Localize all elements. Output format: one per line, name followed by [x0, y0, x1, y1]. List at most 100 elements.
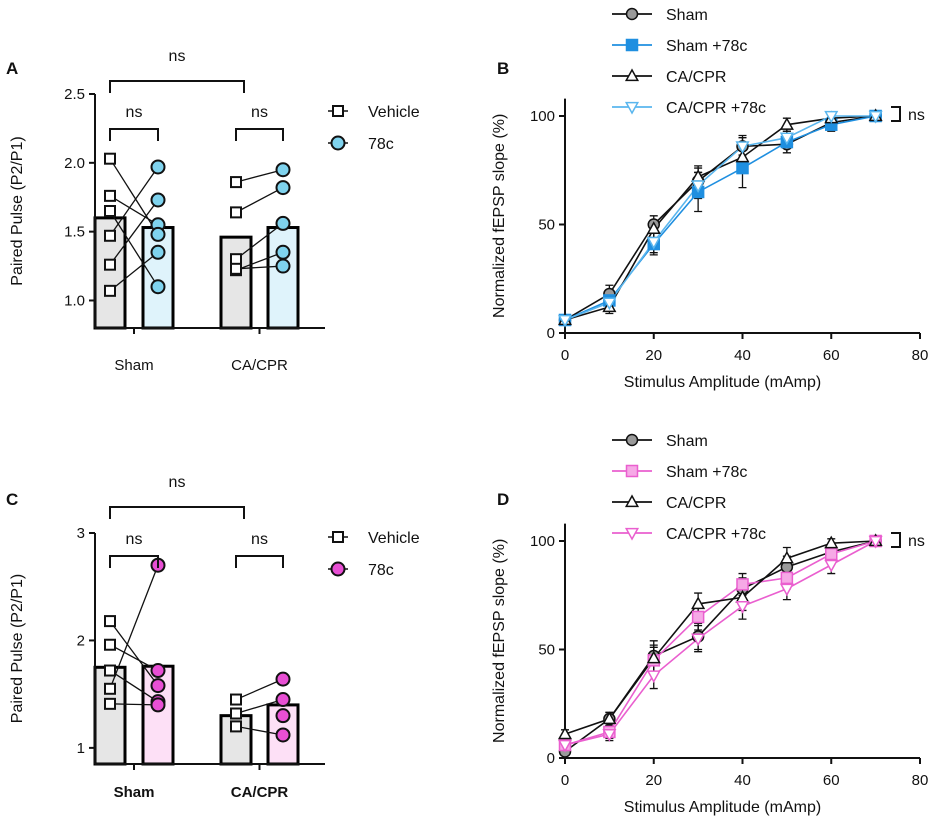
x-tick-label: 60 — [823, 772, 840, 789]
data-point — [602, 297, 617, 311]
pair-line — [109, 166, 159, 237]
panel-letter: B — [497, 59, 509, 78]
panel-b: B 0 20 40 60 80 0 50 100 Stimulus Amplitude (mAmp… — [491, 7, 928, 391]
legend-marker — [624, 101, 640, 115]
data-point — [275, 162, 291, 178]
data-point — [275, 727, 291, 743]
significance-label: ns — [251, 104, 268, 121]
legend-label: CA/CPR — [666, 69, 726, 86]
data-point — [779, 583, 794, 597]
category-label: CA/CPR — [231, 784, 289, 801]
data-point — [230, 176, 242, 189]
data-point — [736, 578, 749, 591]
pair-line — [109, 195, 159, 226]
data-point — [230, 720, 242, 733]
data-point — [150, 279, 166, 295]
legend-label: CA/CPR +78c — [666, 526, 766, 543]
y-tick-label: 0 — [547, 325, 555, 342]
data-point — [275, 708, 291, 724]
data-point — [150, 663, 166, 679]
x-tick-label: 80 — [912, 347, 929, 364]
significance-bracket — [109, 506, 245, 519]
data-point — [230, 707, 242, 720]
data-point — [275, 692, 291, 708]
data-point — [735, 149, 750, 163]
significance-bracket — [109, 80, 245, 93]
legend-marker — [625, 433, 639, 447]
series-line — [564, 115, 876, 321]
data-point — [275, 180, 291, 196]
legend-label: CA/CPR +78c — [666, 100, 766, 117]
legend-marker — [332, 105, 344, 117]
data-point — [735, 141, 750, 154]
series-line — [564, 540, 877, 746]
significance-label: ns — [251, 531, 268, 548]
significance-label: ns — [169, 474, 186, 491]
x-tick-label: 0 — [561, 347, 569, 364]
legend-label: Vehicle — [368, 104, 420, 121]
data-point — [150, 697, 166, 713]
data-point — [735, 600, 750, 614]
data-point — [602, 728, 617, 742]
bar — [266, 226, 300, 330]
data-point — [230, 206, 242, 219]
legend-marker — [330, 135, 346, 151]
significance-bracket — [235, 128, 284, 141]
x-tick-label: 20 — [645, 772, 662, 789]
pair-line — [235, 698, 284, 715]
pair-line — [109, 251, 159, 292]
legend-label: 78c — [368, 136, 394, 153]
significance-bracket — [891, 532, 901, 548]
data-point — [150, 678, 166, 694]
data-point — [736, 161, 749, 175]
pair-line — [235, 725, 284, 736]
legend-marker — [332, 531, 344, 543]
data-point — [646, 670, 661, 684]
data-point — [646, 650, 661, 664]
panel-letter: C — [6, 490, 18, 509]
significance-label: ns — [908, 533, 925, 550]
data-point — [104, 697, 116, 710]
x-tick-label: 0 — [561, 772, 569, 789]
data-point — [104, 189, 116, 202]
data-point — [691, 169, 706, 182]
legend-label: Sham — [666, 7, 708, 24]
data-point — [104, 682, 116, 695]
pair-line — [109, 158, 159, 235]
pair-line — [235, 251, 284, 271]
panel-letter: D — [497, 490, 509, 509]
data-point — [104, 205, 116, 217]
x-tick-label: 40 — [734, 772, 751, 789]
pair-line — [109, 703, 159, 706]
y-axis-title: Normalized fEPSP slope (%) — [491, 539, 508, 743]
data-point — [275, 244, 291, 260]
data-point — [557, 739, 573, 753]
pair-line — [109, 620, 159, 686]
legend-label: Vehicle — [368, 530, 420, 547]
data-point — [150, 192, 166, 208]
data-point — [104, 284, 116, 297]
pair-line — [109, 669, 159, 703]
significance-bracket — [235, 555, 284, 568]
x-axis-title: Stimulus Amplitude (mAmp) — [624, 799, 821, 816]
y-tick-label: 0 — [547, 750, 555, 767]
data-point — [868, 535, 883, 549]
pair-line — [235, 187, 284, 213]
y-tick-label: 100 — [530, 108, 555, 125]
panel-d: D 0 20 40 60 80 0 50 100 Stimulus Amplitude (mAmp… — [491, 433, 928, 816]
legend-marker — [625, 7, 639, 21]
data-point — [557, 726, 573, 740]
legend-marker — [625, 38, 639, 52]
y-tick-label: 100 — [530, 533, 555, 550]
data-point — [691, 596, 706, 610]
legend-label: Sham — [666, 433, 708, 450]
pair-line — [235, 678, 284, 701]
significance-label: ns — [126, 104, 143, 121]
data-point — [150, 159, 166, 175]
data-point — [104, 229, 116, 242]
y-tick-label: 2 — [77, 632, 85, 649]
data-point — [824, 535, 839, 549]
bar — [141, 226, 175, 330]
y-tick-label: 1 — [77, 740, 85, 757]
y-axis-title: Paired Pulse (P2/P1) — [9, 574, 26, 723]
